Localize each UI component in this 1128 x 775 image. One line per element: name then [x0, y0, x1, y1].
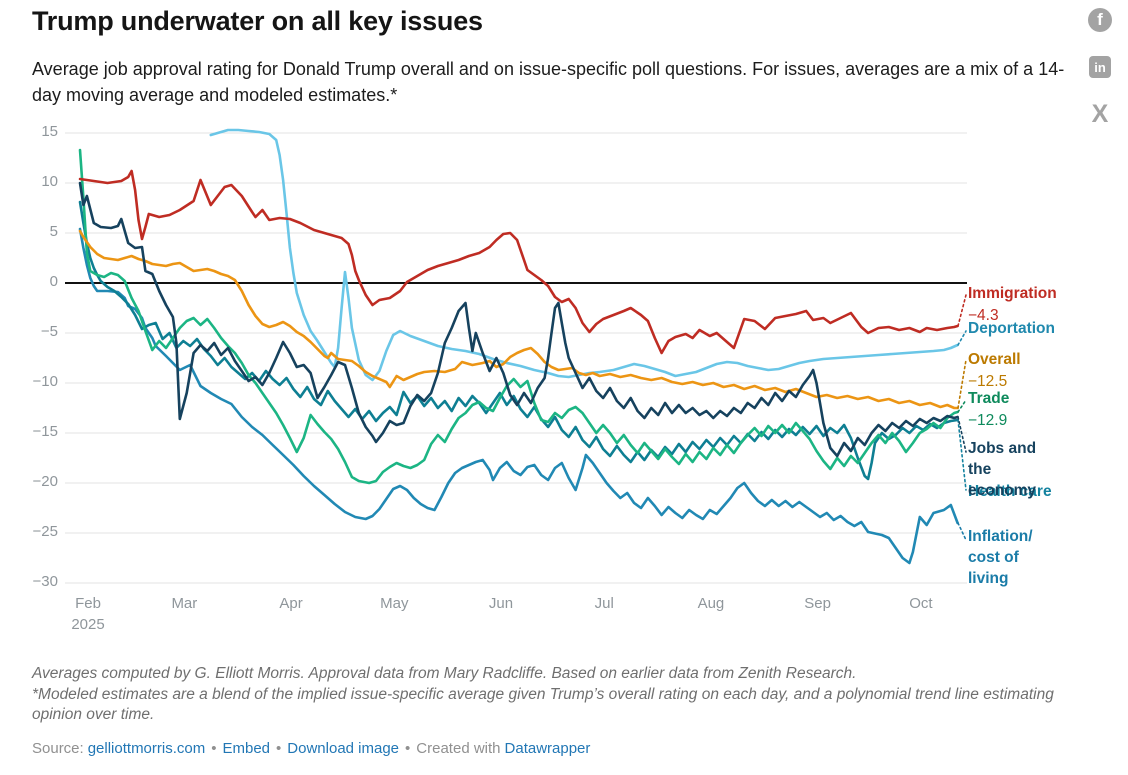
- jobs-label-line: economy: [968, 482, 1037, 499]
- healthcare-leader-line: [957, 419, 967, 491]
- overall-leader-line: [957, 359, 967, 409]
- x-axis-tick-label: Oct: [909, 595, 933, 612]
- healthcare-label: Health care: [968, 481, 1123, 502]
- jobs-label: Jobs and the economy: [968, 438, 1123, 501]
- inflation-line: [78, 227, 959, 565]
- y-axis-tick-label: 10: [41, 173, 58, 190]
- chart-notes: Averages computed by G. Elliott Morris. …: [32, 664, 1107, 726]
- download-image-link[interactable]: Download image: [287, 740, 400, 757]
- inflation-leader-line: [957, 522, 967, 541]
- jobs-leader-line: [957, 416, 967, 453]
- source-label: Source:: [32, 740, 84, 757]
- x-axis-tick-label: Feb 2025: [53, 593, 123, 635]
- linkedin-share-button[interactable]: in: [1089, 56, 1111, 78]
- overall-value-label: −12.5: [968, 373, 1008, 390]
- y-axis-tick-label: −20: [32, 473, 58, 490]
- immigration-line: [78, 169, 959, 355]
- jobs-line: [78, 181, 959, 458]
- x-axis-year-label: 2025: [71, 616, 105, 633]
- immigration-leader-line: [957, 294, 967, 327]
- deportation-line: [209, 128, 959, 382]
- jobs-label-line: Jobs and: [968, 440, 1037, 457]
- x-axis-tick-label: Jun: [488, 595, 514, 612]
- credit-line: Averages computed by G. Elliott Morris. …: [32, 665, 857, 682]
- embed-link[interactable]: Embed: [222, 740, 271, 757]
- deportation-label: Deportation: [968, 318, 1123, 339]
- trade-leader-line: [957, 399, 967, 413]
- y-axis-tick-label: 0: [49, 273, 58, 290]
- overall-line: [78, 229, 959, 410]
- source-row: Source: gelliottmorris.com • Embed • Download…: [32, 740, 590, 757]
- separator-dot: •: [276, 740, 282, 757]
- y-axis-tick-label: −25: [32, 523, 58, 540]
- separator-dot: •: [405, 740, 411, 757]
- trade-line: [78, 148, 959, 485]
- healthcare-label-line: Health care: [968, 483, 1052, 500]
- facebook-share-button[interactable]: f: [1088, 8, 1112, 32]
- x-axis-tick-label: Aug: [697, 595, 725, 612]
- trade-value-label: −12.9: [968, 412, 1008, 429]
- created-with-label: Created with: [416, 740, 501, 757]
- footnote-line: *Modeled estimates are a blend of the im…: [32, 685, 1054, 724]
- y-axis-tick-label: −10: [32, 373, 58, 390]
- linkedin-icon: in: [1094, 59, 1106, 75]
- deportation-leader-line: [957, 330, 967, 346]
- y-axis-tick-label: 5: [49, 223, 58, 240]
- immigration-label-line: Immigration: [968, 285, 1057, 302]
- y-axis-tick-label: −30: [32, 573, 58, 590]
- x-axis-tick-label: Mar: [171, 595, 198, 612]
- jobs-label-line: the: [968, 461, 992, 478]
- datawrapper-link[interactable]: Datawrapper: [504, 740, 591, 757]
- inflation-label-line: Inflation/: [968, 528, 1033, 545]
- x-axis-tick-label: Sep: [804, 595, 831, 612]
- x-axis-tick-label: May: [380, 595, 409, 612]
- inflation-label-line: cost of: [968, 549, 1019, 566]
- page-title: Trump underwater on all key issues: [32, 6, 483, 36]
- source-link[interactable]: gelliottmorris.com: [87, 740, 206, 757]
- share-buttons: f in X: [1087, 8, 1113, 150]
- chart-description: Average job approval rating for Donald T…: [32, 59, 1065, 106]
- x-axis-tick-label: Apr: [279, 595, 303, 612]
- overall-label: Overall −12.5: [968, 349, 1123, 392]
- x-share-button[interactable]: X: [1088, 99, 1112, 128]
- y-axis-tick-label: −5: [40, 323, 58, 340]
- inflation-label: Inflation/cost of living: [968, 526, 1123, 589]
- x-axis-tick-label: Jul: [594, 595, 614, 612]
- x-icon: X: [1091, 99, 1109, 128]
- inflation-label-line: living: [968, 570, 1009, 587]
- facebook-icon: f: [1097, 10, 1103, 29]
- separator-dot: •: [211, 740, 217, 757]
- trade-label-line: Trade: [968, 390, 1010, 407]
- overall-label-line: Overall: [968, 351, 1021, 368]
- y-axis-tick-label: −15: [32, 423, 58, 440]
- deportation-label-line: Deportation: [968, 320, 1055, 337]
- y-axis-tick-label: 15: [41, 123, 58, 140]
- immigration-value-label: −4.3: [968, 307, 999, 324]
- trade-label: Trade −12.9: [968, 388, 1123, 431]
- healthcare-line: [78, 200, 959, 481]
- immigration-label: Immigration −4.3: [968, 283, 1123, 326]
